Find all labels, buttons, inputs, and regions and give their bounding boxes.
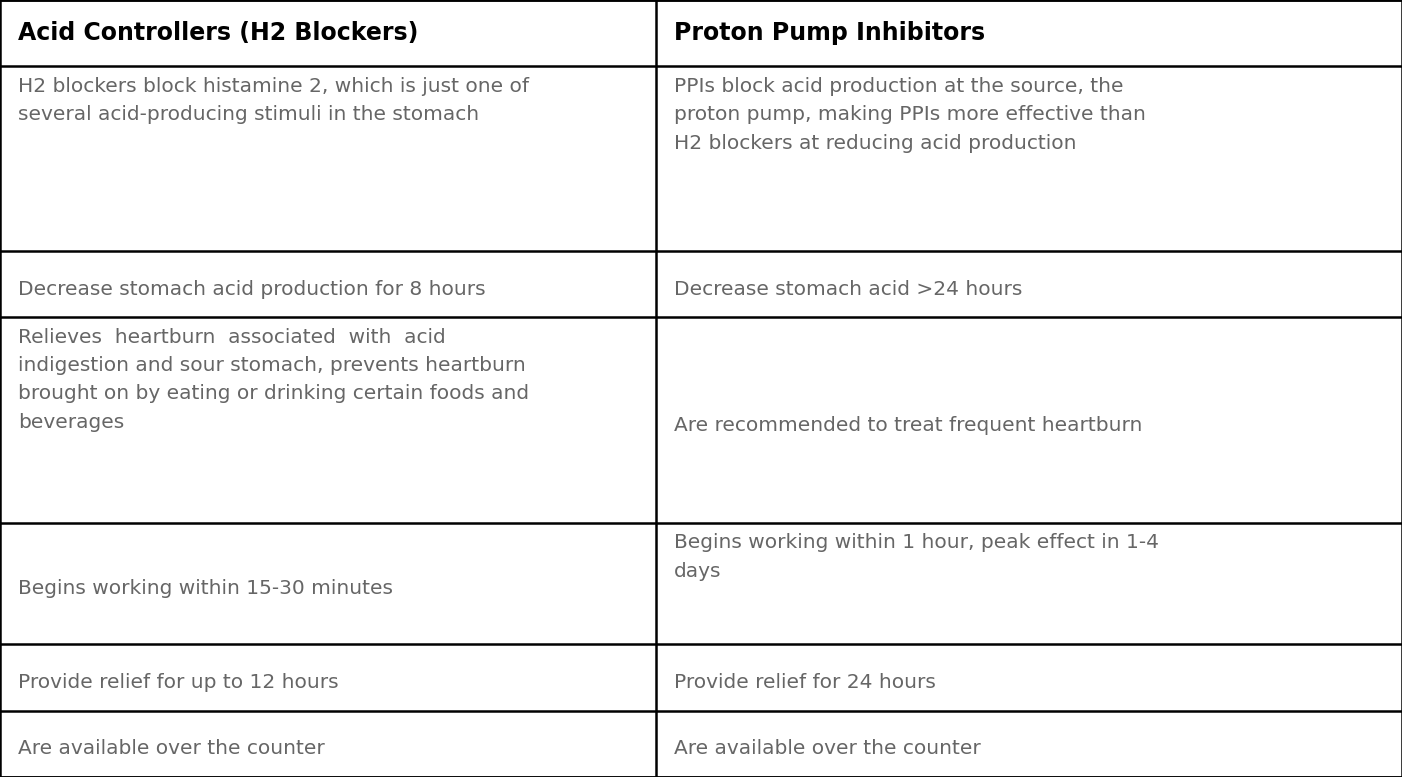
Text: Relieves  heartburn  associated  with  acid: Relieves heartburn associated with acid [18,328,446,347]
Text: H2 blockers at reducing acid production: H2 blockers at reducing acid production [674,134,1077,152]
Text: Are available over the counter: Are available over the counter [674,740,981,758]
Text: Proton Pump Inhibitors: Proton Pump Inhibitors [674,21,986,45]
Text: Decrease stomach acid production for 8 hours: Decrease stomach acid production for 8 h… [18,280,485,298]
Text: days: days [674,562,722,580]
Text: proton pump, making PPIs more effective than: proton pump, making PPIs more effective … [674,105,1145,124]
Text: Begins working within 15-30 minutes: Begins working within 15-30 minutes [18,579,393,598]
Text: brought on by eating or drinking certain foods and: brought on by eating or drinking certain… [18,385,529,403]
Text: PPIs block acid production at the source, the: PPIs block acid production at the source… [674,77,1123,96]
Text: Provide relief for 24 hours: Provide relief for 24 hours [674,673,937,692]
Text: Provide relief for up to 12 hours: Provide relief for up to 12 hours [18,673,339,692]
Text: Are available over the counter: Are available over the counter [18,740,325,758]
Text: Acid Controllers (H2 Blockers): Acid Controllers (H2 Blockers) [18,21,418,45]
Text: Begins working within 1 hour, peak effect in 1-4: Begins working within 1 hour, peak effec… [674,534,1159,552]
Text: several acid-producing stimuli in the stomach: several acid-producing stimuli in the st… [18,105,479,124]
Text: indigestion and sour stomach, prevents heartburn: indigestion and sour stomach, prevents h… [18,356,526,375]
Text: beverages: beverages [18,413,125,432]
Text: Are recommended to treat frequent heartburn: Are recommended to treat frequent heartb… [674,416,1143,434]
Text: H2 blockers block histamine 2, which is just one of: H2 blockers block histamine 2, which is … [18,77,529,96]
Text: Decrease stomach acid >24 hours: Decrease stomach acid >24 hours [674,280,1022,298]
